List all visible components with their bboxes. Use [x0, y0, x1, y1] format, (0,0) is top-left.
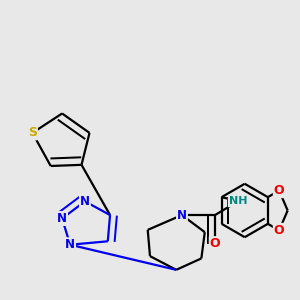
- Text: N: N: [65, 238, 75, 251]
- Text: N: N: [177, 208, 187, 222]
- Text: NH: NH: [229, 196, 247, 206]
- Text: O: O: [274, 184, 284, 197]
- Text: S: S: [28, 126, 37, 140]
- Text: N: N: [57, 212, 67, 225]
- Text: O: O: [274, 224, 284, 237]
- Text: N: N: [80, 195, 90, 208]
- Text: O: O: [210, 237, 220, 250]
